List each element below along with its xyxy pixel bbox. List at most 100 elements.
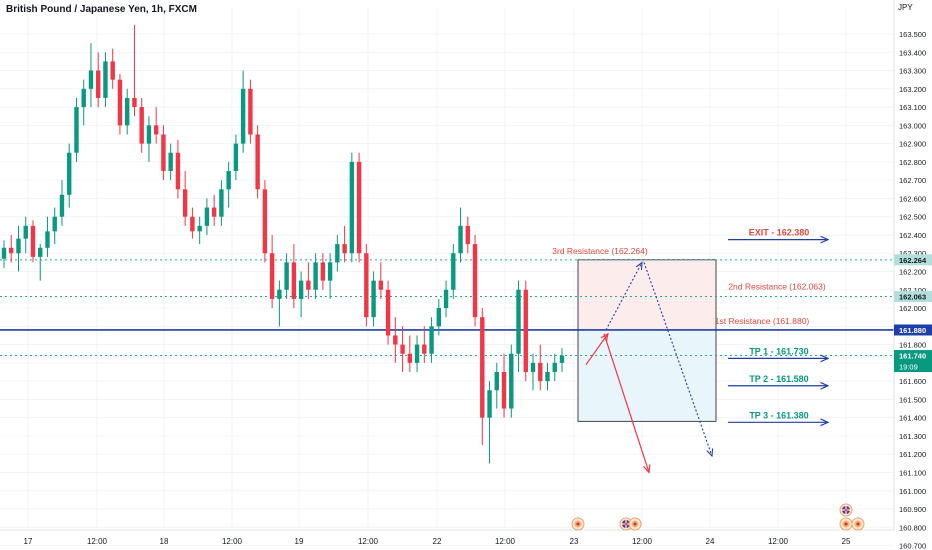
target-zone [577,329,717,422]
candle [124,88,130,135]
candle [516,280,521,372]
time-tick-label: 25 [842,537,851,546]
candle-body [96,70,101,98]
candle [30,220,36,263]
candle-body [59,194,65,217]
candle [67,143,72,208]
candle [132,24,137,117]
candle-body [30,225,36,257]
candle [23,216,28,254]
price-tick-label: 161.800 [899,341,926,350]
candle-body [378,280,384,290]
candle [342,225,347,263]
candle-body [175,152,181,190]
candle [38,244,43,281]
candle-body [139,107,144,144]
candle-body [117,79,123,126]
event-icon-uk[interactable] [839,503,853,517]
candle [407,335,413,372]
candles [1,24,565,464]
candle [52,207,57,245]
price-tick-label: 161.200 [899,450,926,459]
candle [313,253,318,299]
event-icon-gbp[interactable] [839,517,853,531]
candle [240,70,246,153]
candle [443,280,449,318]
candle-body [1,247,7,259]
candle-body [45,231,50,248]
candle [480,308,485,446]
price-tick-label: 162.800 [899,158,926,167]
alt-projection-up [605,262,642,331]
candle-body [298,280,304,299]
candle [451,244,456,299]
candle-body [393,335,398,345]
gbp-center [576,522,580,526]
current-price-tag: 161.740 [899,352,926,361]
targets: EXIT - 162.380 TP 1 - 161.730 TP 2 - 161.5… [728,228,828,423]
candle-body [81,88,86,108]
candle [458,207,463,263]
price-tick-label: 161.000 [899,487,926,496]
candle-body [371,280,376,318]
candle-body [407,353,413,363]
candle-body [385,289,391,336]
trade-zones [577,259,717,422]
grid [0,8,894,547]
price-tick-label: 163.400 [899,48,926,57]
candle-body [211,207,217,217]
event-icon-uk[interactable] [619,517,633,531]
event-icon-gbp[interactable] [628,517,642,531]
candle [364,244,369,327]
price-tick-label: 162.500 [899,213,926,222]
event-icon-gbp[interactable] [571,517,585,531]
candle-body [52,216,57,232]
candle [88,43,94,108]
candle [226,161,231,208]
third-resistance-price-tag-bg [894,254,932,266]
candle [545,362,550,391]
price-tick-label: 162.300 [899,249,926,258]
candle-body [494,371,499,391]
event-markers[interactable] [571,503,865,531]
time-tick-label: 12:00 [632,537,653,546]
candle [262,180,268,263]
time-tick-label: 18 [160,537,169,546]
candle [103,52,108,108]
candle-body [182,189,188,217]
candle [1,240,7,268]
candle-body [501,371,507,409]
candle [472,234,478,327]
candle-body [226,171,231,190]
candle-body [335,244,340,263]
candle-body [262,189,268,254]
candle [349,152,355,263]
price-tick-label: 163.300 [899,67,926,76]
uk-flag-d2 [842,506,850,514]
candle [139,97,144,153]
candle-body [356,161,362,254]
candle [45,216,50,257]
second-resistance-price-tag-bg [894,291,932,303]
candle [400,326,405,372]
price-tick-label: 161.300 [899,432,926,441]
candle [161,125,166,181]
time-axis[interactable]: 17 12:00 18 12:00 19 12:00 22 12:00 23 12:00 24 12:… [0,529,894,546]
candle-body [23,225,28,239]
candle-body [132,97,137,108]
candle-body [255,134,260,190]
candle-body [545,371,550,382]
candle-body [67,152,72,195]
candle-body [342,244,347,254]
tp-label: TP 2 - 161.580 [749,374,808,384]
price-tick-label: 162.100 [899,286,926,295]
event-icon-gbp[interactable] [851,517,865,531]
price-tick-label: 162.000 [899,304,926,313]
candle-body [103,61,108,98]
price-axis[interactable]: 163.500 163.400 163.300 163.200 163.100 163.0… [893,0,932,550]
gbp-center [856,522,860,526]
candle [96,52,101,108]
candle [233,134,239,181]
candle-body [269,253,275,299]
